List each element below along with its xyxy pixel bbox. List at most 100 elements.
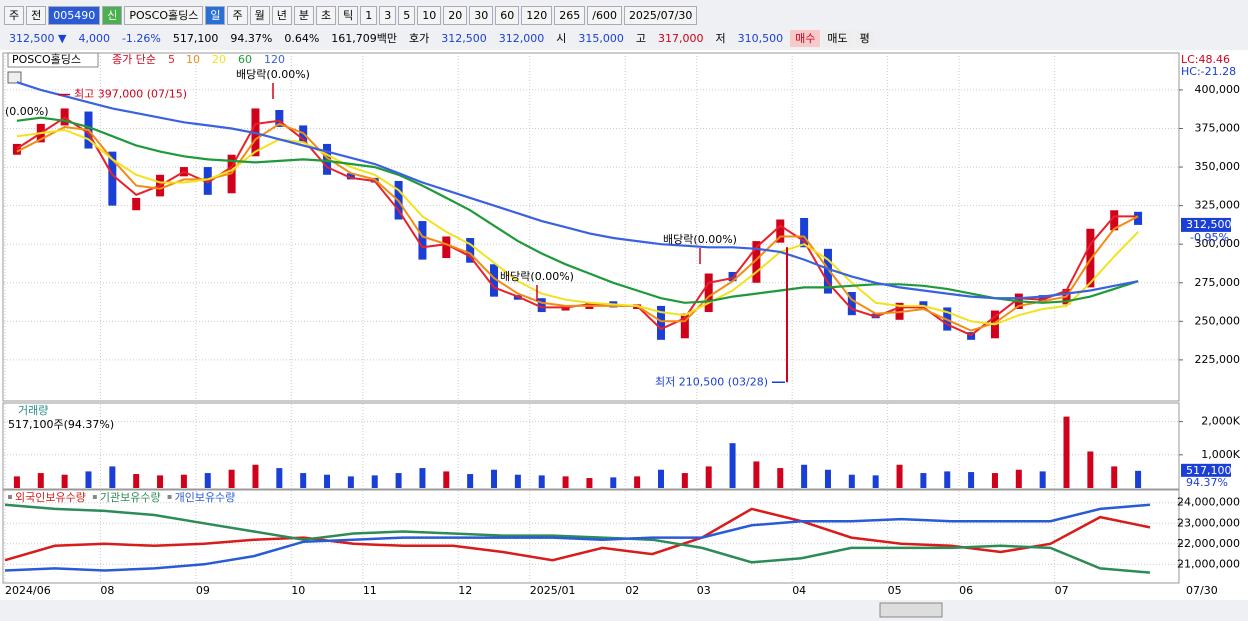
legend-entry: 외국인보유수량 <box>15 491 86 504</box>
toolbar-item[interactable]: 3 <box>379 5 397 25</box>
volume-bar <box>1039 471 1046 488</box>
toolbar-item[interactable]: 주 <box>4 5 25 25</box>
volume-bar <box>491 469 498 488</box>
y-tick-label: 400,000 <box>1195 83 1241 96</box>
y-tick-label: 24,000,000 <box>1177 496 1240 509</box>
y-tick-label: 23,000,000 <box>1177 516 1240 529</box>
candle-body <box>537 298 546 313</box>
legend-entry: 10 <box>186 53 200 66</box>
candle-body <box>752 241 761 283</box>
y-tick-label: 325,000 <box>1195 199 1241 212</box>
candle-body <box>132 197 141 211</box>
toolbar-item: 310,500 <box>737 31 784 45</box>
toolbar-item: 312,500 ▼ <box>9 31 67 45</box>
ownership-line <box>4 503 1151 572</box>
toolbar-item[interactable]: 20 <box>443 5 468 25</box>
volume-bar <box>13 476 20 488</box>
toolbar-item: 312,500 <box>441 31 487 45</box>
toolbar-item[interactable]: 60 <box>495 5 520 25</box>
y-tick-label: 1,000K <box>1201 448 1240 461</box>
y-tick-label: 275,000 <box>1195 276 1241 289</box>
candle-body <box>823 248 832 294</box>
volume-bar <box>204 473 211 488</box>
x-tick-label: 05 <box>888 584 902 597</box>
toolbar-item: 4,000 <box>78 31 110 45</box>
lc-label: LC:48.46 <box>1181 53 1230 66</box>
y-tick-label: 22,000,000 <box>1177 537 1240 550</box>
volume-bar <box>562 476 569 488</box>
candle-body <box>108 151 117 206</box>
last-change: -0.95% <box>1190 231 1229 244</box>
candle-body <box>919 301 928 306</box>
toolbar-item[interactable]: 평 <box>854 29 875 47</box>
x-tick-label: 06 <box>959 584 973 597</box>
candle-body <box>1110 210 1119 231</box>
toolbar-item[interactable]: 월 <box>249 5 270 25</box>
y-tick-label: 225,000 <box>1195 353 1241 366</box>
y-tick-label: 375,000 <box>1195 122 1241 135</box>
volume-bar <box>586 478 593 488</box>
candle-body <box>847 292 856 316</box>
volume-bar <box>705 466 712 488</box>
volume-subtitle: 517,100주(94.37%) <box>8 418 114 431</box>
toolbar-item[interactable]: 매도 <box>822 29 853 47</box>
toolbar-item[interactable]: 주 <box>227 5 248 25</box>
toolbar-item[interactable]: 일 <box>205 5 226 25</box>
volume-bar <box>514 474 521 488</box>
volume-bar <box>657 469 664 488</box>
ma-line <box>16 128 1139 326</box>
table-icon[interactable] <box>7 71 22 84</box>
y-tick-label: 350,000 <box>1195 160 1241 173</box>
scroll-buttons[interactable] <box>879 602 943 618</box>
legend-entry: 20 <box>212 53 226 66</box>
y-tick-label: 2,000K <box>1201 415 1240 428</box>
candle-body <box>203 167 212 195</box>
volume-bar <box>1135 470 1142 488</box>
legend-entry: 60 <box>238 53 252 66</box>
toolbar-item[interactable]: 265 <box>554 5 586 25</box>
volume-bar <box>109 466 116 488</box>
volume-bar <box>944 471 951 488</box>
volume-bar <box>848 474 855 488</box>
toolbar-item[interactable]: 틱 <box>338 5 359 25</box>
volume-bar <box>300 473 307 488</box>
dividend-annotation: 배당락(0.00%) <box>663 233 737 246</box>
toolbar-item[interactable]: 년 <box>271 5 292 25</box>
x-tick-label: 11 <box>363 584 377 597</box>
x-tick-label: 2025/01 <box>530 584 576 597</box>
toolbar-item[interactable]: 120 <box>521 5 553 25</box>
y-tick-label: 21,000,000 <box>1177 557 1240 570</box>
stock-name: POSCO홀딩스 <box>12 53 81 66</box>
toolbar-item[interactable]: 10 <box>417 5 442 25</box>
toolbar-item[interactable]: 신 <box>102 5 123 25</box>
toolbar-item[interactable]: 30 <box>469 5 494 25</box>
toolbar-item[interactable]: 005490 <box>48 5 101 25</box>
volume-bar <box>610 477 617 488</box>
toolbar-item[interactable]: POSCO홀딩스 <box>124 5 204 25</box>
toolbar-item[interactable]: 분 <box>293 5 314 25</box>
toolbar-item: 고 <box>635 31 647 45</box>
legend-marker <box>92 495 97 499</box>
toolbar-item: 94.37% <box>230 31 273 45</box>
last-price: 312,500 <box>1186 218 1232 231</box>
toolbar-item[interactable]: 매수 <box>790 29 821 47</box>
scroll-bar[interactable] <box>0 600 1248 621</box>
toolbar-item[interactable]: 2025/07/30 <box>623 5 698 25</box>
toolbar-item[interactable]: 초 <box>315 5 337 25</box>
toolbar-item[interactable]: 전 <box>26 5 47 25</box>
ma-line <box>16 81 1139 300</box>
volume-bar <box>896 464 903 488</box>
toolbar-item[interactable]: 5 <box>398 5 416 25</box>
volume-bar <box>276 468 283 488</box>
volume-bar <box>634 476 641 488</box>
volume-bar <box>801 464 808 488</box>
toolbar-item[interactable]: 1 <box>360 5 378 25</box>
candle-body <box>561 307 570 311</box>
toolbar-item[interactable]: /600 <box>587 5 622 25</box>
toolbar-item: 517,100 <box>172 31 219 45</box>
ownership-line <box>4 503 1151 574</box>
toolbar-item: 시 <box>556 31 567 45</box>
last-volume-ratio: 94.37% <box>1186 476 1228 489</box>
volume-bar <box>1087 451 1094 488</box>
last-volume: 517,100 <box>1186 464 1232 477</box>
